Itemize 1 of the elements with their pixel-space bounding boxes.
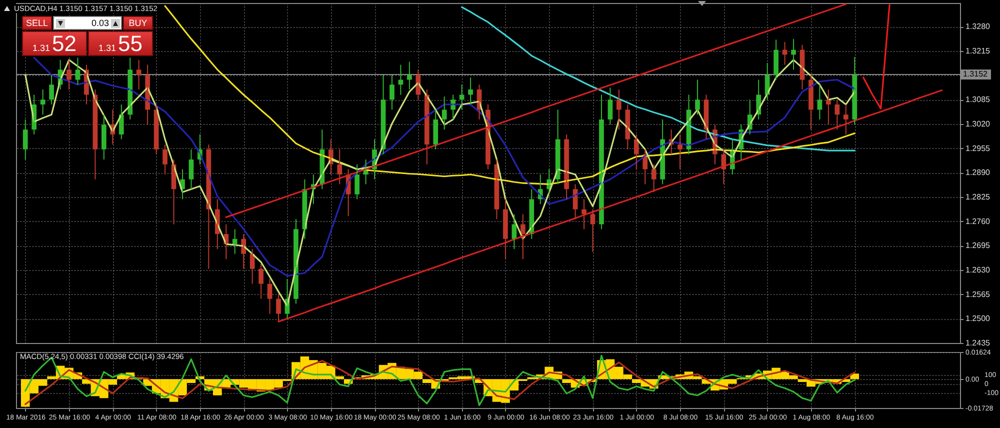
y-tick-label: 1.2435 [966, 338, 991, 348]
